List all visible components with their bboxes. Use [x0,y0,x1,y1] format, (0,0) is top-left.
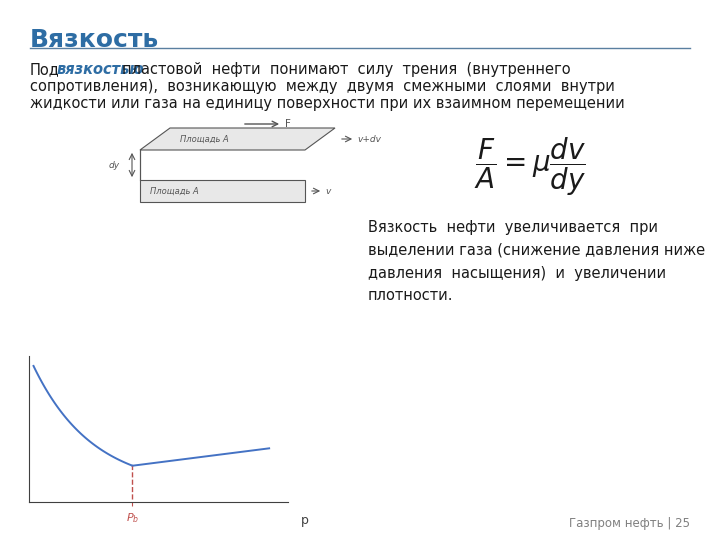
Bar [193,450,223,488]
Text: Вязкость  нефти  увеличивается  при
выделении газа (снижение давления ниже
давле: Вязкость нефти увеличивается при выделен… [368,220,705,303]
Bar [153,469,184,488]
Text: вязкостью: вязкостью [57,62,145,77]
Bar [233,450,263,488]
Bar [76,469,104,488]
Text: F: F [285,119,291,129]
Text: Газпром нефть | 25: Газпром нефть | 25 [569,517,690,530]
Polygon shape [140,180,305,202]
Text: Под: Под [30,62,60,77]
Text: пластовой  нефти  понимают  силу  трения  (внутреннего: пластовой нефти понимают силу трения (вн… [122,62,571,77]
Bar [76,457,104,469]
Text: сопротивления),  возникающую  между  двумя  смежными  слоями  внутри: сопротивления), возникающую между двумя … [30,79,615,94]
Text: Площадь A: Площадь A [180,134,229,144]
Text: $\dfrac{F}{A} = \mu\dfrac{dv}{dy}$: $\dfrac{F}{A} = \mu\dfrac{dv}{dy}$ [474,136,586,198]
Text: dy: dy [109,160,120,170]
Text: v+dv: v+dv [357,134,381,144]
Text: Площадь A: Площадь A [150,186,199,195]
Bar [194,469,222,488]
Bar [233,469,263,488]
Text: жидкости или газа на единицу поверхности при их взаимном перемещении: жидкости или газа на единицу поверхности… [30,96,625,111]
Text: p: p [301,514,309,527]
Polygon shape [140,128,335,150]
Bar [75,450,105,488]
Text: v: v [325,186,330,195]
Text: Вязкость: Вязкость [30,28,159,52]
Bar [152,450,184,488]
